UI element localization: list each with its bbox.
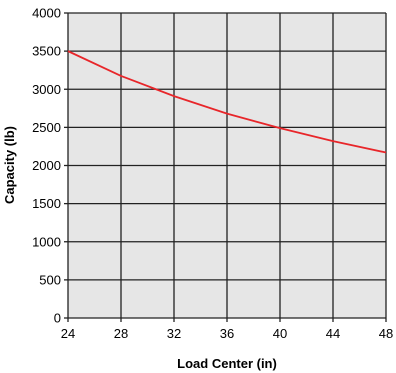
y-tick-label: 2000 xyxy=(32,158,61,173)
x-tick-label: 36 xyxy=(220,326,234,341)
x-tick-label: 24 xyxy=(61,326,75,341)
series-line xyxy=(67,50,387,154)
y-tick-label: 1000 xyxy=(32,234,61,249)
x-tick-label: 44 xyxy=(326,326,340,341)
y-tick-labels: 0 500 1000 1500 2000 2500 3000 3500 4000 xyxy=(32,6,61,326)
x-tick-labels: 24 28 32 36 40 44 48 xyxy=(61,326,393,341)
grid-lines xyxy=(64,12,387,322)
y-tick-label: 4000 xyxy=(32,6,61,21)
y-tick-label: 0 xyxy=(54,311,61,326)
y-axis-title: Capacity (lb) xyxy=(2,126,17,204)
x-axis-title: Load Center (in) xyxy=(177,356,277,371)
y-tick-label: 3000 xyxy=(32,82,61,97)
x-tick-label: 32 xyxy=(167,326,181,341)
y-tick-label: 2500 xyxy=(32,120,61,135)
x-tick-label: 48 xyxy=(379,326,393,341)
x-tick-label: 28 xyxy=(114,326,128,341)
x-tick-label: 40 xyxy=(273,326,287,341)
y-tick-label: 3500 xyxy=(32,44,61,59)
y-tick-label: 500 xyxy=(39,272,61,287)
y-tick-label: 1500 xyxy=(32,196,61,211)
